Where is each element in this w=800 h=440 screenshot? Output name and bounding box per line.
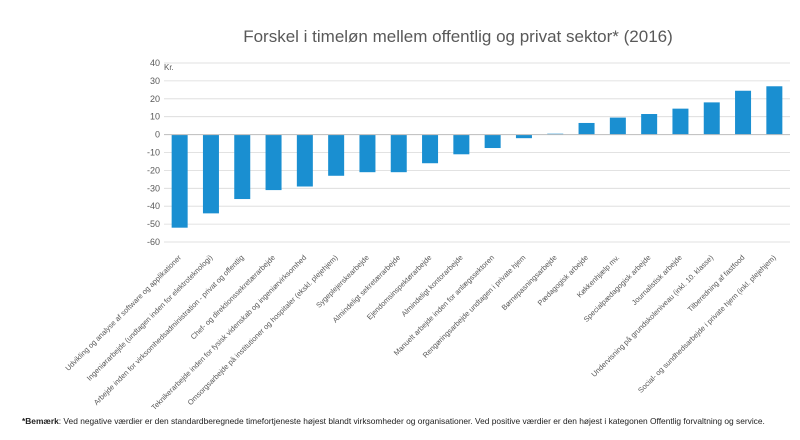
chart-title: Forskel i timeløn mellem offentlig og pr… [243, 27, 673, 46]
bar [422, 134, 439, 164]
gridlines [164, 62, 790, 243]
y-tick-label: -10 [147, 148, 160, 158]
bar [359, 134, 376, 173]
y-tick-label: 10 [150, 112, 160, 122]
y-tick-label: 0 [155, 130, 160, 140]
footnote: *Bemærk: Ved negative værdier er den sta… [22, 416, 792, 426]
bar [703, 102, 720, 135]
bar [453, 134, 470, 155]
bar [234, 134, 251, 200]
category-label: Børnepasningsarbejde [500, 253, 559, 312]
bar [171, 134, 188, 228]
category-label: Arbejde inden for virksomhedsadministrat… [92, 253, 246, 407]
bar [735, 90, 752, 135]
bar [609, 117, 626, 135]
y-tick-label: -30 [147, 183, 160, 193]
y-axis-ticks: 40 30 20 10 0 -10 -20 -30 -40 -50 -60 [147, 58, 160, 247]
bar [672, 108, 689, 135]
y-tick-label: -50 [147, 219, 160, 229]
bar [390, 134, 407, 173]
footnote-text: : Ved negative værdier er den standardbe… [58, 416, 765, 426]
category-label: Udvikling og analyse af software og appl… [63, 253, 183, 373]
bar [766, 86, 783, 135]
bar [641, 114, 658, 135]
category-label: Tilberedning af fastfood [686, 253, 747, 314]
y-tick-label: -40 [147, 201, 160, 211]
y-tick-label: 20 [150, 94, 160, 104]
category-labels: Udvikling og analyse af software og appl… [63, 253, 777, 412]
category-label: Almindeligt kontorarbejde [399, 253, 464, 318]
category-label: Teknikerarbejde inden for fysisk vidensk… [149, 253, 308, 412]
category-label: Sygeplejerskearbejde [314, 253, 371, 310]
bar [515, 134, 532, 139]
y-tick-label: 40 [150, 58, 160, 68]
category-label: Omsorgsarbejde på institutioner og hospi… [186, 253, 340, 407]
bar [202, 134, 219, 214]
bar [484, 134, 501, 149]
bar [265, 134, 282, 191]
y-tick-label: -60 [147, 237, 160, 247]
bar [328, 134, 345, 176]
bar [578, 122, 595, 135]
y-axis-unit-label: Kr. [164, 63, 174, 72]
bars [171, 86, 783, 228]
footnote-label: *Bemærk [22, 416, 59, 426]
bar [296, 134, 313, 187]
y-tick-label: -20 [147, 165, 160, 175]
y-tick-label: 30 [150, 76, 160, 86]
